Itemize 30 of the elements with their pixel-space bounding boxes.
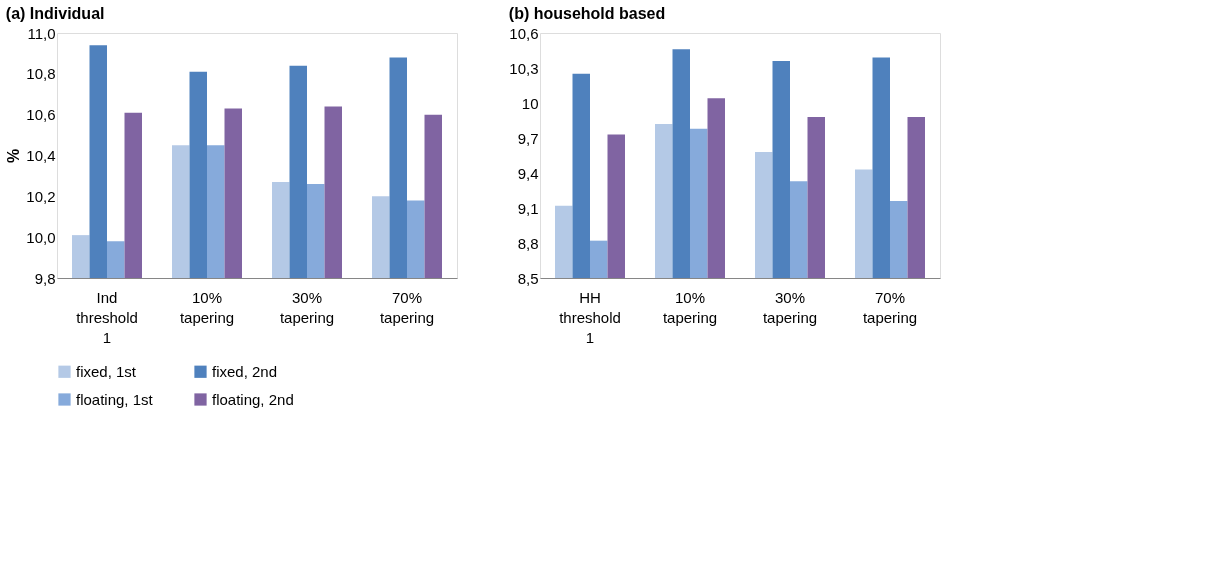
legend-label: floating, 2nd (212, 390, 294, 408)
legend-label: fixed, 2nd (212, 362, 278, 380)
y-tick-label: 10,3 (509, 59, 539, 77)
y-axis-title: % (5, 148, 23, 164)
y-tick-label: 10,2 (26, 187, 56, 205)
x-tick-label: HH threshold 1 (559, 288, 621, 346)
y-tick-label: 9,8 (34, 269, 56, 287)
y-tick-label: 8,8 (517, 234, 539, 252)
y-tick-label: 10,0 (26, 228, 56, 246)
y-tick-label: 10,8 (26, 65, 56, 83)
y-tick-label: 8,5 (517, 269, 539, 287)
y-tick-label: 9,4 (517, 164, 539, 182)
y-tick-label: 10,6 (26, 106, 56, 124)
chart-title: (b) household based (508, 5, 666, 22)
y-tick-label: 11,0 (27, 24, 56, 42)
chart-title: (a) Individual (5, 5, 105, 22)
y-tick-label: 10,6 (509, 24, 539, 42)
y-tick-label: 10,4 (26, 147, 56, 164)
y-tick-label: 10 (521, 94, 539, 112)
x-tick-label: 70% tapering (862, 288, 918, 326)
x-tick-label: 70% tapering (379, 288, 435, 326)
x-tick-label: Ind threshold 1 (76, 288, 138, 346)
x-tick-label: 10% tapering (179, 288, 235, 326)
x-tick-label: 30% tapering (762, 288, 818, 326)
legend-label: fixed, 1st (76, 362, 137, 380)
y-tick-label: 9,1 (517, 199, 539, 217)
x-tick-label: 30% tapering (279, 288, 335, 326)
legend-label: floating, 1st (76, 390, 154, 408)
y-tick-label: 9,7 (517, 129, 539, 147)
x-tick-label: 10% tapering (662, 288, 718, 326)
